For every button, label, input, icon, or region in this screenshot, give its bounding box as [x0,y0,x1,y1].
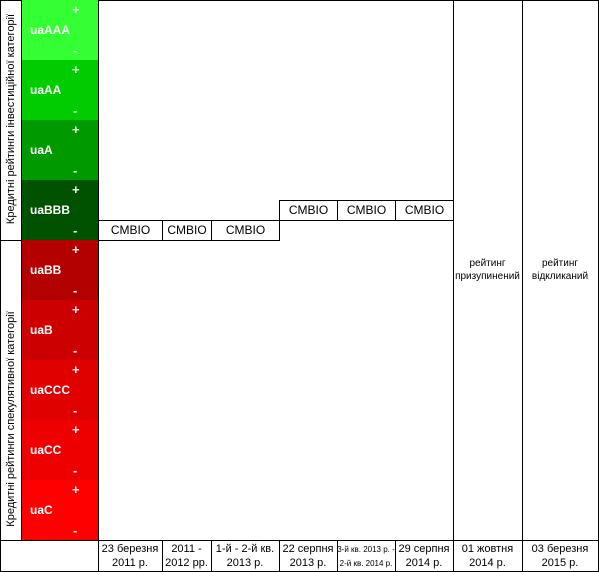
rating-cell [22,240,98,300]
date-label: 22 серпня [282,543,334,555]
rating-name: uaC [30,503,53,517]
rating-minus: - [73,343,78,358]
rating-plus: + [72,62,80,77]
rating-box: CMBIO [395,200,454,221]
rating-cell [22,480,98,540]
v-line [162,540,163,572]
rating-plus: + [72,2,80,17]
rating-minus: - [73,43,78,58]
date-label: 2011 р. [112,557,148,569]
rating-cell [22,180,98,240]
rating-plus: + [72,302,80,317]
v-line [522,0,523,540]
date-label: 29 серпня [398,543,450,555]
date-label: 1-й - 2-й кв. [215,543,275,555]
date-label: 2012 рр. [165,557,208,569]
status-label: рейтинг [469,258,506,269]
rating-box: CMBIO [162,220,212,241]
date-label: 2015 р. [541,557,579,569]
rating-cell [22,60,98,120]
v-line [453,0,454,540]
date-label: 2014 р. [469,557,506,569]
rating-cell [22,0,98,60]
v-line [453,540,454,572]
rating-box: CMBIO [98,220,163,241]
rating-minus: - [73,403,78,418]
rating-cell [22,300,98,360]
rating-cell [22,420,98,480]
rating-name: uaB [30,323,53,337]
rating-minus: - [73,163,78,178]
rating-minus: - [73,463,78,478]
rating-plus: + [72,422,80,437]
rating-minus: - [73,223,78,238]
h-line [0,540,599,541]
rating-name: uaA [30,143,53,157]
rating-plus: + [72,242,80,257]
rating-name: uaBB [30,263,62,277]
rating-minus: - [73,103,78,118]
rating-plus: + [72,182,80,197]
rating-plus: + [72,122,80,137]
v-line [211,540,212,572]
rating-name: uaAA [30,83,62,97]
date-label: 3-й кв. 2013 р. - [337,545,395,554]
rating-name: uaCCC [30,383,71,397]
rating-minus: - [73,283,78,298]
date-label: 2-й кв. 2014 р. [339,559,393,568]
date-label: 2011 - [171,543,202,555]
date-label: 01 жовтня [461,543,514,555]
v-line [522,540,523,572]
status-label: призупинений [455,271,520,282]
date-label: 2013 р. [226,557,264,569]
rating-plus: + [72,362,80,377]
rating-minus: - [73,523,78,538]
v-line [21,0,22,540]
v-line [279,540,280,572]
rating-cell [22,360,98,420]
date-label: 2014 р. [405,557,443,569]
rating-box: CMBIO [337,200,396,221]
status-label: відкликаний [531,271,589,282]
rating-plus: + [72,482,80,497]
side-label: Кредитні рейтинги інвестиційної категорі… [5,13,17,225]
v-line [395,540,396,572]
rating-name: uaCC [30,443,62,457]
side-label: Кредитні рейтинги спекулятивної категорі… [5,311,17,527]
rating-box: CMBIO [279,200,338,221]
date-label: 23 березня [101,543,159,555]
rating-name: uaBBB [30,203,71,217]
v-line [98,0,99,572]
date-label: 2013 р. [289,557,327,569]
status-label: рейтинг [541,258,579,269]
rating-name: uaAAA [30,23,71,37]
rating-box: CMBIO [211,220,280,241]
rating-cell [22,120,98,180]
date-label: 03 березня [531,543,589,555]
v-line [337,540,338,572]
